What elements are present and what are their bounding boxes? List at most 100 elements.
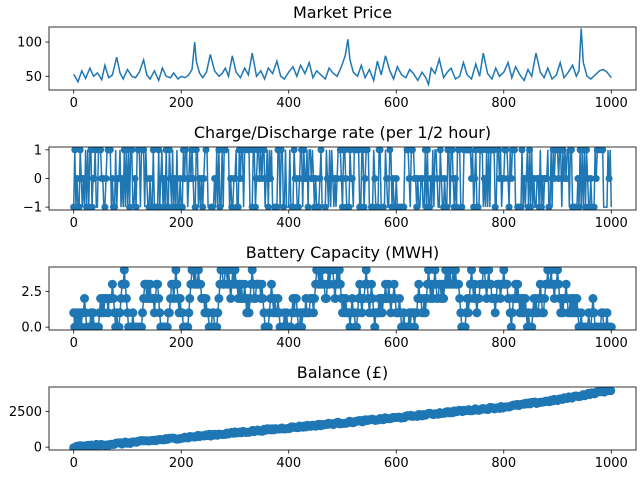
data-point	[590, 203, 598, 210]
data-point	[520, 294, 530, 303]
data-point	[213, 308, 223, 318]
data-point	[321, 294, 331, 303]
plot-area	[69, 267, 616, 330]
data-point	[502, 147, 510, 154]
data-point	[408, 147, 416, 154]
data-point	[507, 175, 515, 182]
x-tick-label: 600	[384, 456, 409, 471]
data-point	[458, 203, 466, 210]
data-point	[341, 294, 351, 303]
x-tick-label: 800	[491, 96, 516, 111]
data-point	[423, 147, 431, 154]
data-point	[554, 279, 564, 289]
data-point	[376, 147, 384, 154]
data-point	[214, 294, 224, 303]
data-point	[572, 294, 582, 303]
y-tick-label: −1	[23, 201, 42, 216]
axes-frame	[48, 386, 637, 451]
x-tick-label: 0	[70, 216, 78, 231]
x-tick-label: 200	[169, 96, 194, 111]
data-point	[75, 203, 83, 210]
data-point	[189, 175, 197, 182]
data-point	[368, 294, 378, 303]
data-point	[226, 294, 236, 303]
data-point	[145, 279, 155, 289]
x-tick-label: 0	[70, 456, 78, 471]
series-markers-battery	[69, 267, 616, 330]
data-point	[140, 147, 148, 154]
plot-area	[70, 147, 613, 210]
data-point	[606, 322, 616, 330]
y-tick-label: 0	[34, 172, 42, 187]
data-point	[430, 267, 440, 275]
data-point	[499, 267, 509, 275]
data-point	[215, 147, 223, 154]
data-point	[101, 203, 109, 210]
x-tick-label: 200	[169, 216, 194, 231]
data-point	[496, 294, 505, 303]
data-point	[90, 175, 98, 182]
data-point	[494, 147, 502, 154]
x-tick-label: 1000	[595, 456, 628, 471]
data-point	[606, 387, 616, 396]
plot-area	[73, 28, 612, 88]
data-point	[240, 279, 250, 289]
data-point	[234, 203, 242, 210]
data-point	[342, 175, 350, 182]
data-point	[120, 279, 130, 289]
data-point	[109, 294, 118, 303]
data-point	[341, 147, 349, 154]
data-point	[453, 203, 460, 210]
data-point	[334, 267, 344, 275]
data-point	[264, 203, 272, 210]
data-point	[317, 147, 325, 154]
data-point	[502, 279, 512, 289]
data-point	[162, 322, 172, 330]
x-tick-label: 0	[70, 96, 78, 111]
data-point	[539, 308, 548, 318]
data-point	[128, 147, 136, 154]
data-point	[155, 147, 163, 154]
data-point	[321, 203, 329, 210]
data-point	[191, 203, 199, 210]
data-point	[589, 308, 599, 318]
data-point	[507, 308, 517, 318]
data-point	[545, 203, 553, 210]
data-point	[212, 322, 222, 330]
data-point	[543, 175, 551, 182]
subplot-market-price: Market Price 0 200 400 600 800 1000 50 100	[17, 3, 637, 111]
data-point	[171, 175, 179, 182]
data-point	[441, 175, 449, 182]
series-line-market-price	[73, 28, 612, 88]
x-tick-label: 400	[276, 96, 301, 111]
data-point	[126, 203, 134, 210]
y-tick-label: 1	[34, 143, 42, 158]
data-point	[511, 147, 518, 154]
x-tick-label: 1000	[595, 96, 628, 111]
data-point	[588, 294, 598, 303]
data-point	[540, 294, 550, 303]
data-point	[526, 147, 534, 154]
data-point	[216, 203, 224, 210]
data-point	[377, 308, 387, 318]
data-point	[160, 175, 168, 182]
data-point	[463, 308, 473, 318]
data-point	[427, 175, 435, 182]
data-point	[605, 175, 613, 182]
data-point	[119, 267, 129, 275]
y-tick-label: 0.0	[21, 321, 42, 336]
x-tick-label: 200	[169, 456, 194, 471]
data-point	[455, 147, 463, 154]
x-tick-label: 600	[384, 336, 409, 351]
data-point	[414, 279, 424, 289]
data-point	[426, 203, 434, 210]
data-point	[518, 147, 526, 154]
data-point	[257, 279, 267, 289]
data-point	[513, 279, 523, 289]
data-point	[555, 175, 563, 182]
data-point	[490, 308, 500, 318]
y-tick-label: 2500	[9, 405, 42, 420]
data-point	[392, 175, 400, 182]
data-point	[568, 147, 575, 154]
